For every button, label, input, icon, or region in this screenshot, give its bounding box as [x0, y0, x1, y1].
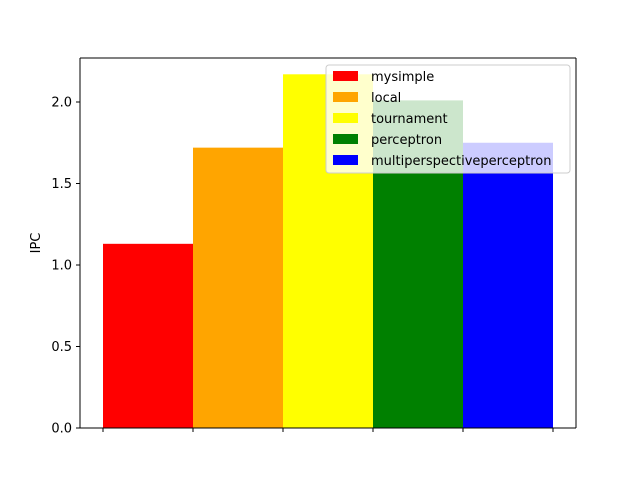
legend-items: mysimple local tournament perceptron multipe…: [333, 70, 551, 169]
bar-mysimple: [103, 243, 193, 428]
legend-label-perceptron: perceptron: [371, 133, 442, 148]
y-tick-label: 0.5: [51, 340, 72, 355]
y-tick-label: 1.5: [51, 177, 72, 192]
x-ticks-group: [102, 428, 554, 432]
legend-label-multiperspectiveperceptron: multiperspectiveperceptron: [371, 154, 551, 169]
legend-label-mysimple: mysimple: [371, 70, 434, 85]
legend-swatch-perceptron: [333, 134, 358, 144]
y-tick-label: 2.0: [51, 96, 72, 111]
legend-swatch-tournament: [333, 113, 358, 123]
legend-swatch-multiperspectiveperceptron: [333, 155, 358, 165]
bar-multiperspectiveperceptron: [463, 142, 553, 429]
y-axis-label: IPC: [29, 233, 44, 254]
y-ticks-group: 0.0 0.5 1.0 1.5 2.0: [51, 96, 80, 437]
axes-group: [79, 57, 577, 429]
legend-box: [325, 64, 571, 174]
legend: mysimple local tournament perceptron multipe…: [325, 64, 571, 174]
legend-swatch-mysimple: [333, 71, 358, 81]
legend-label-local: local: [371, 91, 401, 106]
y-tick-label: 0.0: [51, 422, 72, 437]
bar-local: [193, 147, 283, 428]
y-tick-label: 1.0: [51, 259, 72, 274]
legend-label-tournament: tournament: [371, 112, 448, 127]
legend-swatch-local: [333, 92, 358, 102]
